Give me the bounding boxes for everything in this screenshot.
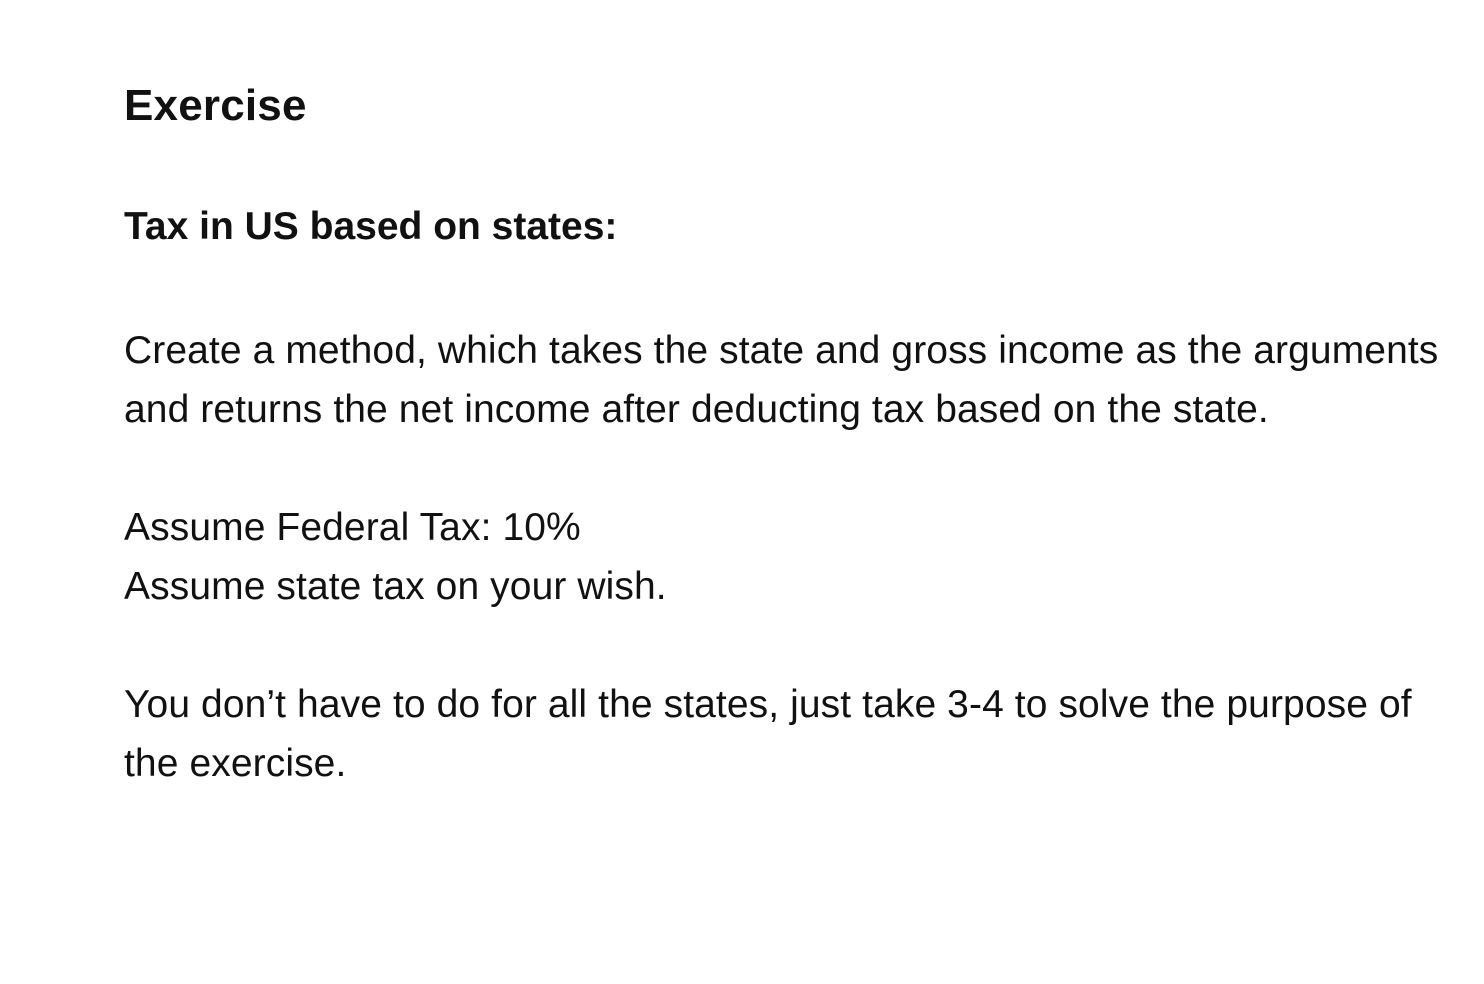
page-title: Exercise [124,81,307,130]
task-description: Create a method, which takes the state a… [124,329,1439,431]
state-tax-assumption: Assume state tax on your wish. [124,565,667,608]
document-page: Exercise Tax in US based on states: Crea… [124,78,1444,793]
scope-note: You don’t have to do for all the states,… [124,683,1412,785]
section-heading: Tax in US based on states: [124,205,618,248]
federal-tax-assumption: Assume Federal Tax: 10% [124,506,581,549]
